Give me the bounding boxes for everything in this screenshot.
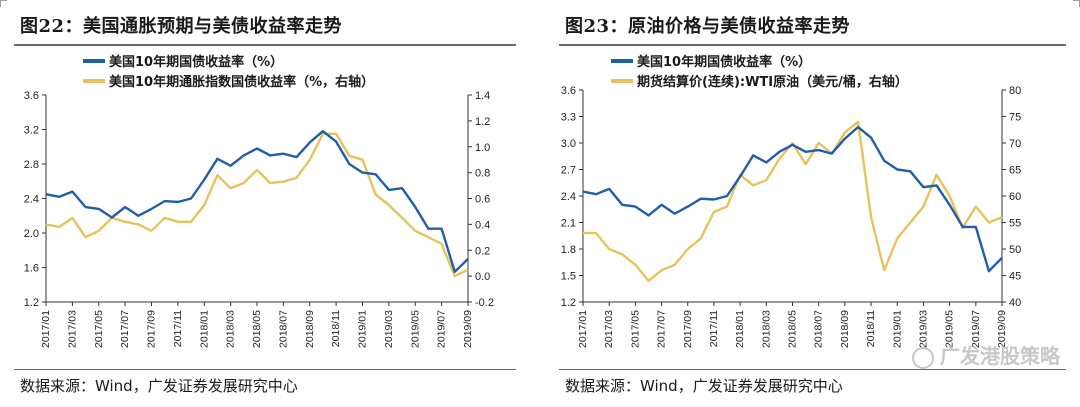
x-tick-label: 2017/11 xyxy=(708,310,720,347)
y-tick-label-right: 0.2 xyxy=(475,245,490,257)
legend-label: 期货结算价(连续):WTI原油（美元/桶，右轴） xyxy=(637,74,908,90)
y-tick-label-right: 40 xyxy=(1009,297,1021,309)
y-tick-label-left: 3.6 xyxy=(561,85,576,97)
y-tick-label-right: 65 xyxy=(1009,165,1021,177)
x-tick-label: 2019/01 xyxy=(891,310,903,348)
source-note: 数据来源：Wind，广发证券发展研究中心 xyxy=(20,377,298,395)
y-tick-label-left: 1.5 xyxy=(561,271,576,283)
chart-panel-right: 图23：原油价格与美债收益率走势 1.2 1.5 1.8 2.1 2.4 2.7 3.0 3.… xyxy=(545,0,1080,407)
y-tick-label-right: 1.2 xyxy=(475,116,490,128)
y-tick-label-left: 1.2 xyxy=(24,297,39,309)
x-tick-label: 2017/05 xyxy=(629,310,641,348)
x-tick-label: 2018/03 xyxy=(225,310,237,348)
y-tick-label-right: 75 xyxy=(1009,112,1021,124)
legend-label: 美国10年期国债收益率（%） xyxy=(109,54,283,70)
wechat-icon xyxy=(912,346,934,369)
y-tick-label-right: 1.4 xyxy=(475,90,490,102)
x-tick-label: 2017/07 xyxy=(656,310,668,348)
y-tick-label-right: 45 xyxy=(1009,271,1021,283)
chart-title: 图22：美国通胀预期与美债收益率走势 xyxy=(20,16,343,37)
legend-label: 美国10年期通胀指数国债收益率（%，右轴） xyxy=(109,74,374,90)
line-chart-right: 1.2 1.5 1.8 2.1 2.4 2.7 3.0 3.3 3.6 40 45 50 55 60 65 7… xyxy=(561,54,1022,348)
x-tick-label: 2017/01 xyxy=(577,310,589,348)
y-tick-label-left: 2.8 xyxy=(24,159,39,171)
source-divider xyxy=(559,369,1066,370)
title-divider xyxy=(559,44,1066,46)
title-divider xyxy=(14,44,516,46)
y-tick-label-left: 2.7 xyxy=(561,165,576,177)
series-line-secondary xyxy=(45,132,469,278)
series-line-yield xyxy=(582,125,1003,273)
y-tick-label-left: 1.2 xyxy=(561,297,576,309)
x-tick-label: 2019/03 xyxy=(917,310,929,348)
x-tick-label: 2019/01 xyxy=(357,310,369,348)
x-tick-label: 2018/07 xyxy=(813,310,825,348)
source-note: 数据来源：Wind，广发证券发展研究中心 xyxy=(565,377,843,395)
watermark-text: 广发港股策略 xyxy=(940,344,1060,368)
legend-label: 美国10年期国债收益率（%） xyxy=(637,54,811,70)
x-tick-label: 2019/05 xyxy=(409,310,421,348)
y-tick-label-right: -0.2 xyxy=(475,297,494,309)
y-tick-label-right: 0.6 xyxy=(475,194,490,206)
y-tick-label-right: 70 xyxy=(1009,138,1021,150)
x-tick-label: 2017/11 xyxy=(172,310,184,347)
y-tick-label-right: 80 xyxy=(1009,85,1021,97)
x-tick-label: 2017/09 xyxy=(682,310,694,348)
x-tick-label: 2018/01 xyxy=(734,310,746,348)
y-tick-label-right: 55 xyxy=(1009,218,1021,230)
x-tick-label: 2017/01 xyxy=(40,310,52,348)
series-line-yield xyxy=(45,129,469,273)
y-tick-label-left: 1.6 xyxy=(24,263,39,275)
x-tick-label: 2018/01 xyxy=(198,310,210,348)
y-tick-label-left: 2.4 xyxy=(561,191,576,203)
x-tick-label: 2018/09 xyxy=(304,310,316,348)
x-tick-label: 2019/09 xyxy=(462,310,474,348)
x-tick-label: 2017/05 xyxy=(93,310,105,348)
y-tick-label-left: 3.0 xyxy=(561,138,576,150)
y-tick-label-right: 0.8 xyxy=(475,168,490,180)
x-tick-label: 2018/11 xyxy=(330,310,342,347)
chart-title: 图23：原油价格与美债收益率走势 xyxy=(565,16,851,37)
y-tick-label-left: 3.6 xyxy=(24,90,39,102)
y-tick-label-left: 2.1 xyxy=(561,218,576,230)
x-tick-label: 2017/03 xyxy=(66,310,78,348)
x-tick-label: 2017/09 xyxy=(146,310,158,348)
x-tick-label: 2018/07 xyxy=(277,310,289,348)
x-tick-label: 2019/05 xyxy=(944,310,956,348)
y-tick-label-left: 2.0 xyxy=(24,228,39,240)
x-tick-label: 2017/03 xyxy=(603,310,615,348)
y-tick-label-left: 3.2 xyxy=(24,125,39,137)
y-tick-label-right: 1.0 xyxy=(475,142,490,154)
y-tick-label-left: 3.3 xyxy=(561,112,576,124)
x-tick-label: 2019/07 xyxy=(436,310,448,348)
x-tick-label: 2018/11 xyxy=(865,310,877,347)
line-chart-left: 1.2 1.6 2.0 2.4 2.8 3.2 3.6 -0.2 0.0 0.2 0.4 0.6 0.8… xyxy=(24,54,494,348)
x-tick-label: 2019/09 xyxy=(996,310,1008,348)
y-tick-label-right: 0.4 xyxy=(475,219,490,231)
x-tick-label: 2018/05 xyxy=(787,310,799,348)
x-tick-label: 2018/03 xyxy=(760,310,772,348)
y-tick-label-right: 50 xyxy=(1009,244,1021,256)
watermark: 广发港股策略 xyxy=(912,340,1060,369)
x-tick-label: 2019/03 xyxy=(383,310,395,348)
x-tick-label: 2017/07 xyxy=(119,310,131,348)
x-tick-label: 2019/07 xyxy=(970,310,982,348)
y-tick-label-right: 0.0 xyxy=(475,271,490,283)
y-tick-label-right: 60 xyxy=(1009,191,1021,203)
y-tick-label-left: 1.8 xyxy=(561,244,576,256)
source-divider xyxy=(14,369,516,370)
x-tick-label: 2018/05 xyxy=(251,310,263,348)
x-tick-label: 2018/09 xyxy=(839,310,851,348)
y-tick-label-left: 2.4 xyxy=(24,194,39,206)
chart-panel-left: 图22：美国通胀预期与美债收益率走势 1.2 1.6 2.0 2.4 2.8 3.2 3.6… xyxy=(0,0,530,407)
